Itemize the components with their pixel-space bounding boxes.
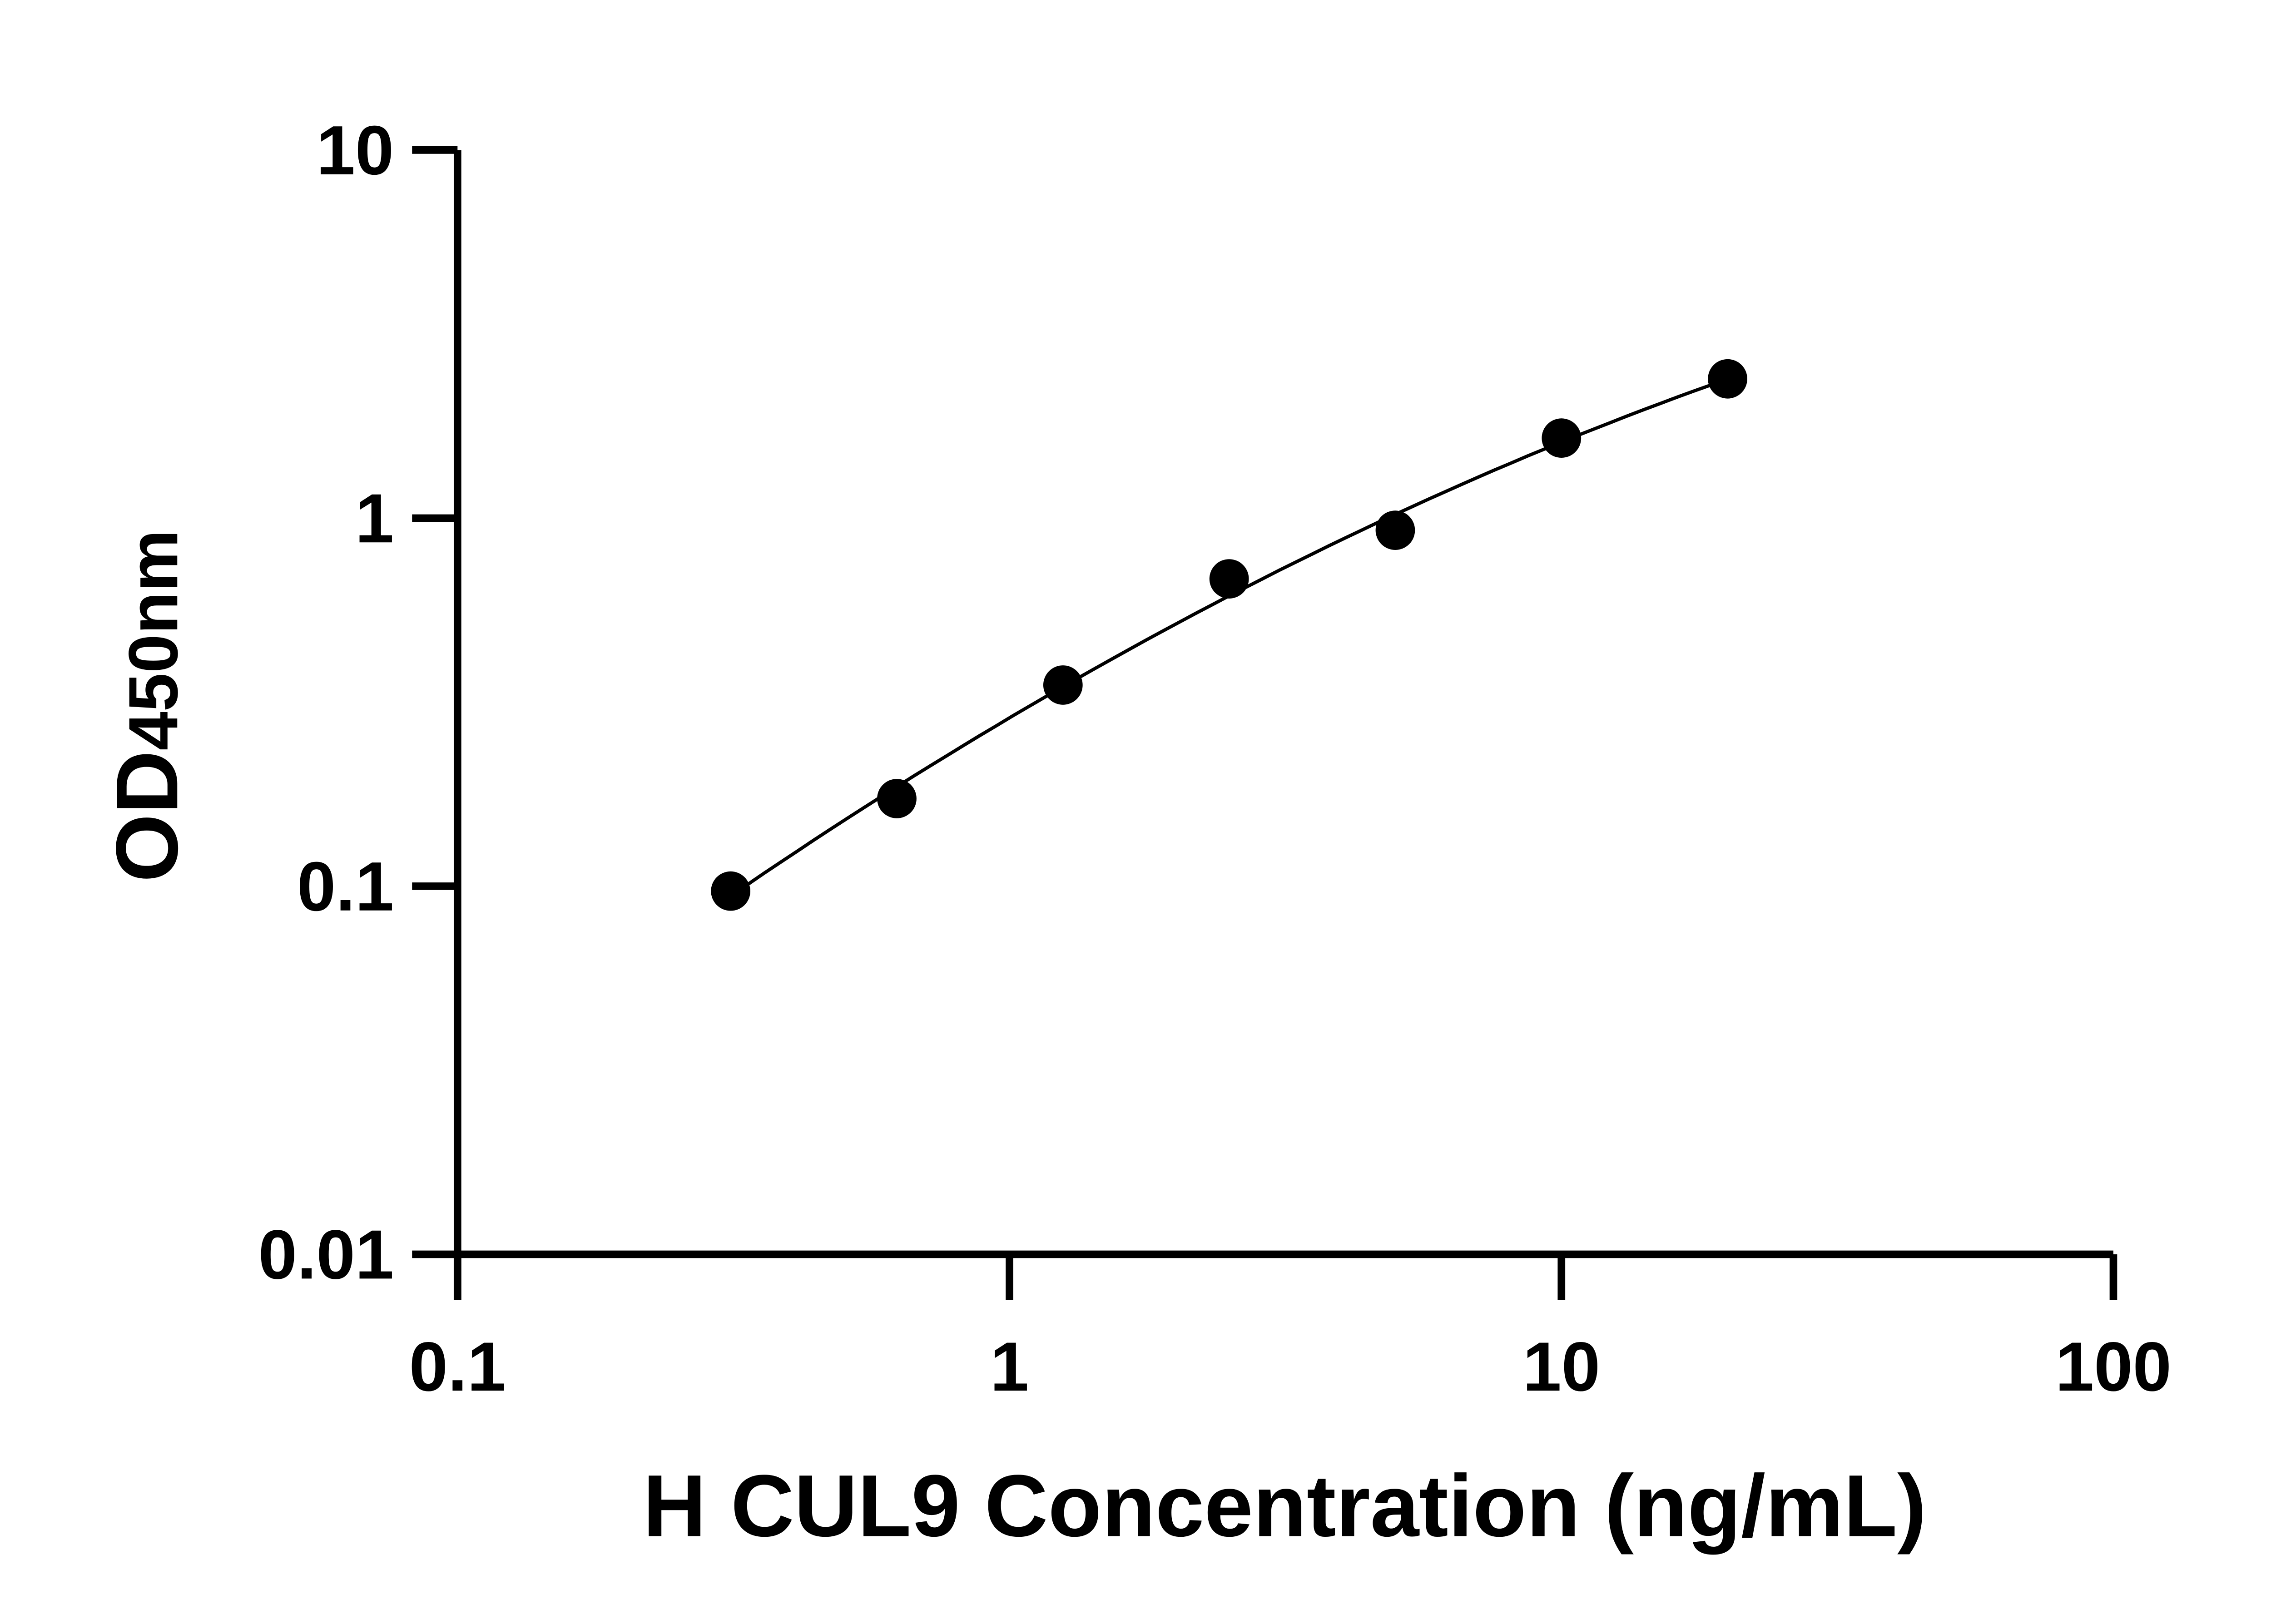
x-tick-label: 10	[1522, 1327, 1600, 1406]
y-axis-label-main: OD	[98, 751, 196, 882]
fit-curve	[729, 377, 1728, 898]
y-tick-label: 1	[355, 479, 394, 557]
data-point	[1375, 510, 1415, 550]
data-point	[1542, 418, 1582, 458]
data-point	[711, 871, 751, 911]
data-point	[1209, 559, 1249, 599]
data-points	[711, 359, 1747, 911]
x-axis-label: H CUL9 Concentration (ng/mL)	[643, 1456, 1926, 1555]
y-tick-label: 0.01	[258, 1215, 394, 1293]
x-tick-label: 0.1	[409, 1327, 506, 1406]
data-point	[1708, 359, 1747, 399]
axes	[453, 150, 2113, 1300]
y-axis-label-sub: 450nm	[114, 530, 192, 750]
y-tick-label: 10	[317, 111, 394, 189]
x-tick-label: 1	[990, 1327, 1029, 1406]
y-tick-label: 0.1	[297, 847, 394, 926]
x-tick-label: 100	[2055, 1327, 2172, 1406]
data-point	[1043, 665, 1083, 705]
data-point	[877, 779, 917, 818]
y-axis-label: OD450nm	[98, 530, 196, 882]
